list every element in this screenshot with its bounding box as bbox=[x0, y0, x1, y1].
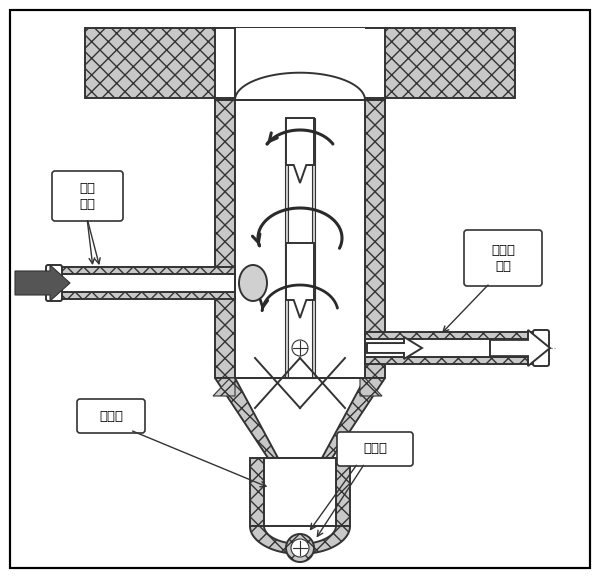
Bar bbox=[60, 267, 235, 274]
Bar bbox=[235, 100, 365, 378]
Polygon shape bbox=[367, 337, 422, 359]
Bar bbox=[336, 458, 350, 526]
Bar bbox=[60, 274, 235, 292]
Polygon shape bbox=[250, 526, 350, 554]
Polygon shape bbox=[360, 378, 382, 396]
Polygon shape bbox=[490, 330, 550, 366]
Bar bbox=[365, 339, 535, 357]
FancyBboxPatch shape bbox=[46, 265, 62, 301]
Circle shape bbox=[286, 534, 314, 562]
Bar bbox=[60, 292, 235, 299]
Bar bbox=[215, 100, 235, 378]
Text: 分离后
氢气: 分离后 氢气 bbox=[491, 243, 515, 272]
FancyBboxPatch shape bbox=[77, 399, 145, 433]
Bar bbox=[264, 458, 336, 526]
Polygon shape bbox=[15, 265, 70, 301]
Bar bbox=[250, 458, 264, 526]
Ellipse shape bbox=[239, 265, 267, 301]
Polygon shape bbox=[235, 73, 365, 100]
Bar bbox=[85, 28, 515, 98]
Circle shape bbox=[292, 340, 308, 356]
Polygon shape bbox=[215, 64, 385, 100]
Bar bbox=[285, 118, 288, 378]
Bar bbox=[235, 100, 365, 378]
Bar bbox=[365, 332, 535, 339]
Polygon shape bbox=[286, 243, 314, 318]
Text: 排水口: 排水口 bbox=[363, 443, 387, 455]
Circle shape bbox=[291, 539, 309, 557]
Polygon shape bbox=[215, 378, 385, 458]
Bar bbox=[235, 28, 365, 98]
Polygon shape bbox=[264, 526, 336, 544]
FancyBboxPatch shape bbox=[337, 432, 413, 466]
FancyBboxPatch shape bbox=[464, 230, 542, 286]
Bar bbox=[365, 357, 535, 364]
FancyBboxPatch shape bbox=[52, 171, 123, 221]
FancyBboxPatch shape bbox=[533, 330, 549, 366]
Bar bbox=[288, 118, 312, 378]
Polygon shape bbox=[235, 378, 365, 458]
Polygon shape bbox=[286, 118, 314, 183]
Text: 储液室: 储液室 bbox=[99, 409, 123, 423]
Bar bbox=[215, 28, 385, 98]
Bar bbox=[365, 100, 385, 378]
Bar bbox=[312, 118, 315, 378]
Text: 氢气
尾气: 氢气 尾气 bbox=[79, 181, 95, 210]
Polygon shape bbox=[213, 378, 235, 396]
